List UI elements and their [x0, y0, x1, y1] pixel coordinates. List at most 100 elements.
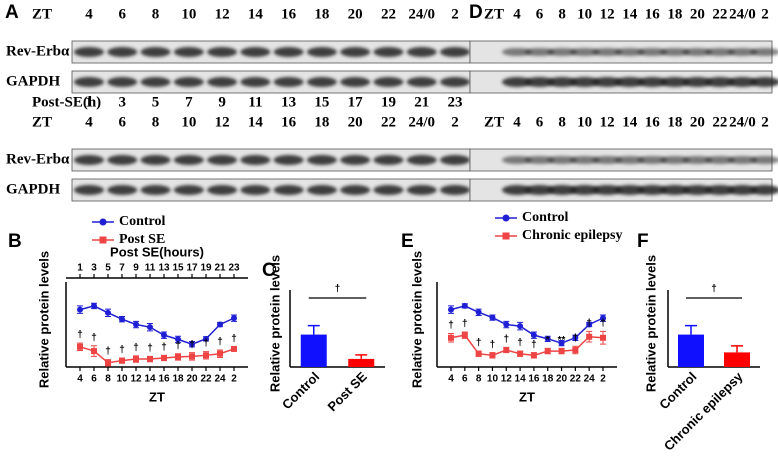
lane-label: 16	[645, 114, 661, 130]
blot-band	[637, 185, 668, 195]
x-tick-label: 24	[584, 374, 596, 385]
blot-strip	[469, 148, 778, 172]
blot-band	[440, 185, 470, 195]
legend-marker	[502, 214, 510, 222]
blot-band	[569, 48, 600, 56]
data-point	[586, 321, 593, 328]
blot-band	[74, 155, 104, 165]
blot-band	[74, 185, 104, 195]
data-point	[461, 332, 468, 339]
blot-band	[704, 77, 735, 87]
blot-band	[502, 77, 532, 87]
significance-label: †	[448, 320, 454, 331]
lane-label: 5	[152, 94, 160, 110]
data-point	[189, 353, 195, 360]
panel-letter: E	[401, 231, 414, 252]
blot-band	[440, 155, 470, 165]
data-point	[448, 334, 454, 341]
data-point	[133, 356, 139, 363]
x-tick-label: Control	[656, 369, 699, 412]
lane-label: 8	[152, 114, 160, 130]
legend-label: Post SE	[119, 232, 165, 247]
blot-band	[727, 77, 758, 87]
blot-band	[140, 47, 171, 57]
significance-label: *	[546, 335, 550, 346]
blot-band	[547, 156, 578, 164]
significance-label: †	[147, 343, 153, 354]
lane-label: 22	[712, 114, 727, 130]
blot-band	[659, 185, 690, 195]
x-tick-label: 4	[77, 374, 83, 385]
blot-band	[140, 77, 171, 87]
blot-strip	[469, 40, 778, 64]
series-line	[450, 305, 604, 344]
blot-band	[704, 48, 735, 56]
data-point	[77, 343, 83, 350]
blot-band	[704, 156, 735, 164]
x2-tick-label: 3	[91, 263, 97, 274]
blot-band	[750, 48, 778, 56]
lane-label: 14	[622, 114, 638, 130]
band-label: Rev-Erbα	[6, 43, 70, 59]
blot-band	[727, 48, 758, 56]
blot-band	[727, 156, 758, 164]
bar	[678, 334, 704, 367]
blot-band	[340, 77, 371, 87]
blot-band	[614, 156, 645, 164]
blot-band	[107, 77, 138, 87]
lane-label: 2	[451, 114, 459, 130]
blot-band	[682, 77, 713, 87]
series-line	[79, 346, 235, 364]
blot-band	[273, 77, 304, 87]
data-point	[105, 309, 111, 316]
blot-band	[140, 155, 171, 165]
significance-label: †	[91, 332, 97, 343]
x-axis-title: ZT	[149, 389, 165, 404]
blot-strip	[71, 148, 471, 172]
lane-label: 18	[667, 6, 682, 22]
blot-band	[340, 185, 371, 195]
lane-label: 2	[761, 114, 769, 130]
lane-label: 21	[414, 94, 429, 110]
lane-label: 4	[513, 6, 521, 22]
lane-label: 8	[558, 6, 566, 22]
lane-label: 2	[451, 6, 459, 22]
series-line	[79, 305, 235, 345]
blot-band	[682, 156, 713, 164]
data-point	[572, 347, 579, 353]
blot-band	[614, 77, 645, 87]
data-point	[231, 315, 237, 322]
lane-label: 23	[448, 94, 463, 110]
x-tick-label: 24	[214, 374, 226, 385]
blot-band	[659, 48, 690, 56]
significance-label: †	[217, 337, 223, 348]
data-point	[600, 334, 606, 341]
data-point	[91, 348, 97, 355]
blot-band	[750, 77, 778, 87]
lane-label: 10	[181, 114, 196, 130]
x-tick-label: 2	[600, 374, 606, 385]
blot-strip	[71, 70, 471, 94]
lane-row-label: Post-SE(h)	[32, 94, 101, 110]
lane-label: 9	[218, 94, 226, 110]
lane-label: 6	[119, 114, 127, 130]
lane-label: 10	[577, 6, 592, 22]
blot-band	[614, 185, 645, 195]
blot-band	[373, 77, 404, 87]
blot-band	[240, 185, 271, 195]
lane-label: 18	[314, 6, 329, 22]
data-point	[461, 302, 468, 309]
lane-label: 14	[248, 6, 264, 22]
lane-label: 20	[690, 114, 705, 130]
lane-label: 6	[119, 6, 127, 22]
blot-band	[750, 156, 778, 164]
data-point	[530, 352, 537, 359]
data-point	[203, 335, 209, 342]
x-axis-title: ZT	[519, 389, 535, 404]
lane-row-label: ZT	[32, 114, 52, 130]
blot-band	[682, 48, 713, 56]
blot-band	[306, 185, 337, 195]
blot-strip	[71, 178, 471, 202]
lane-label: 12	[215, 114, 230, 130]
x2-tick-label: 21	[214, 263, 226, 274]
